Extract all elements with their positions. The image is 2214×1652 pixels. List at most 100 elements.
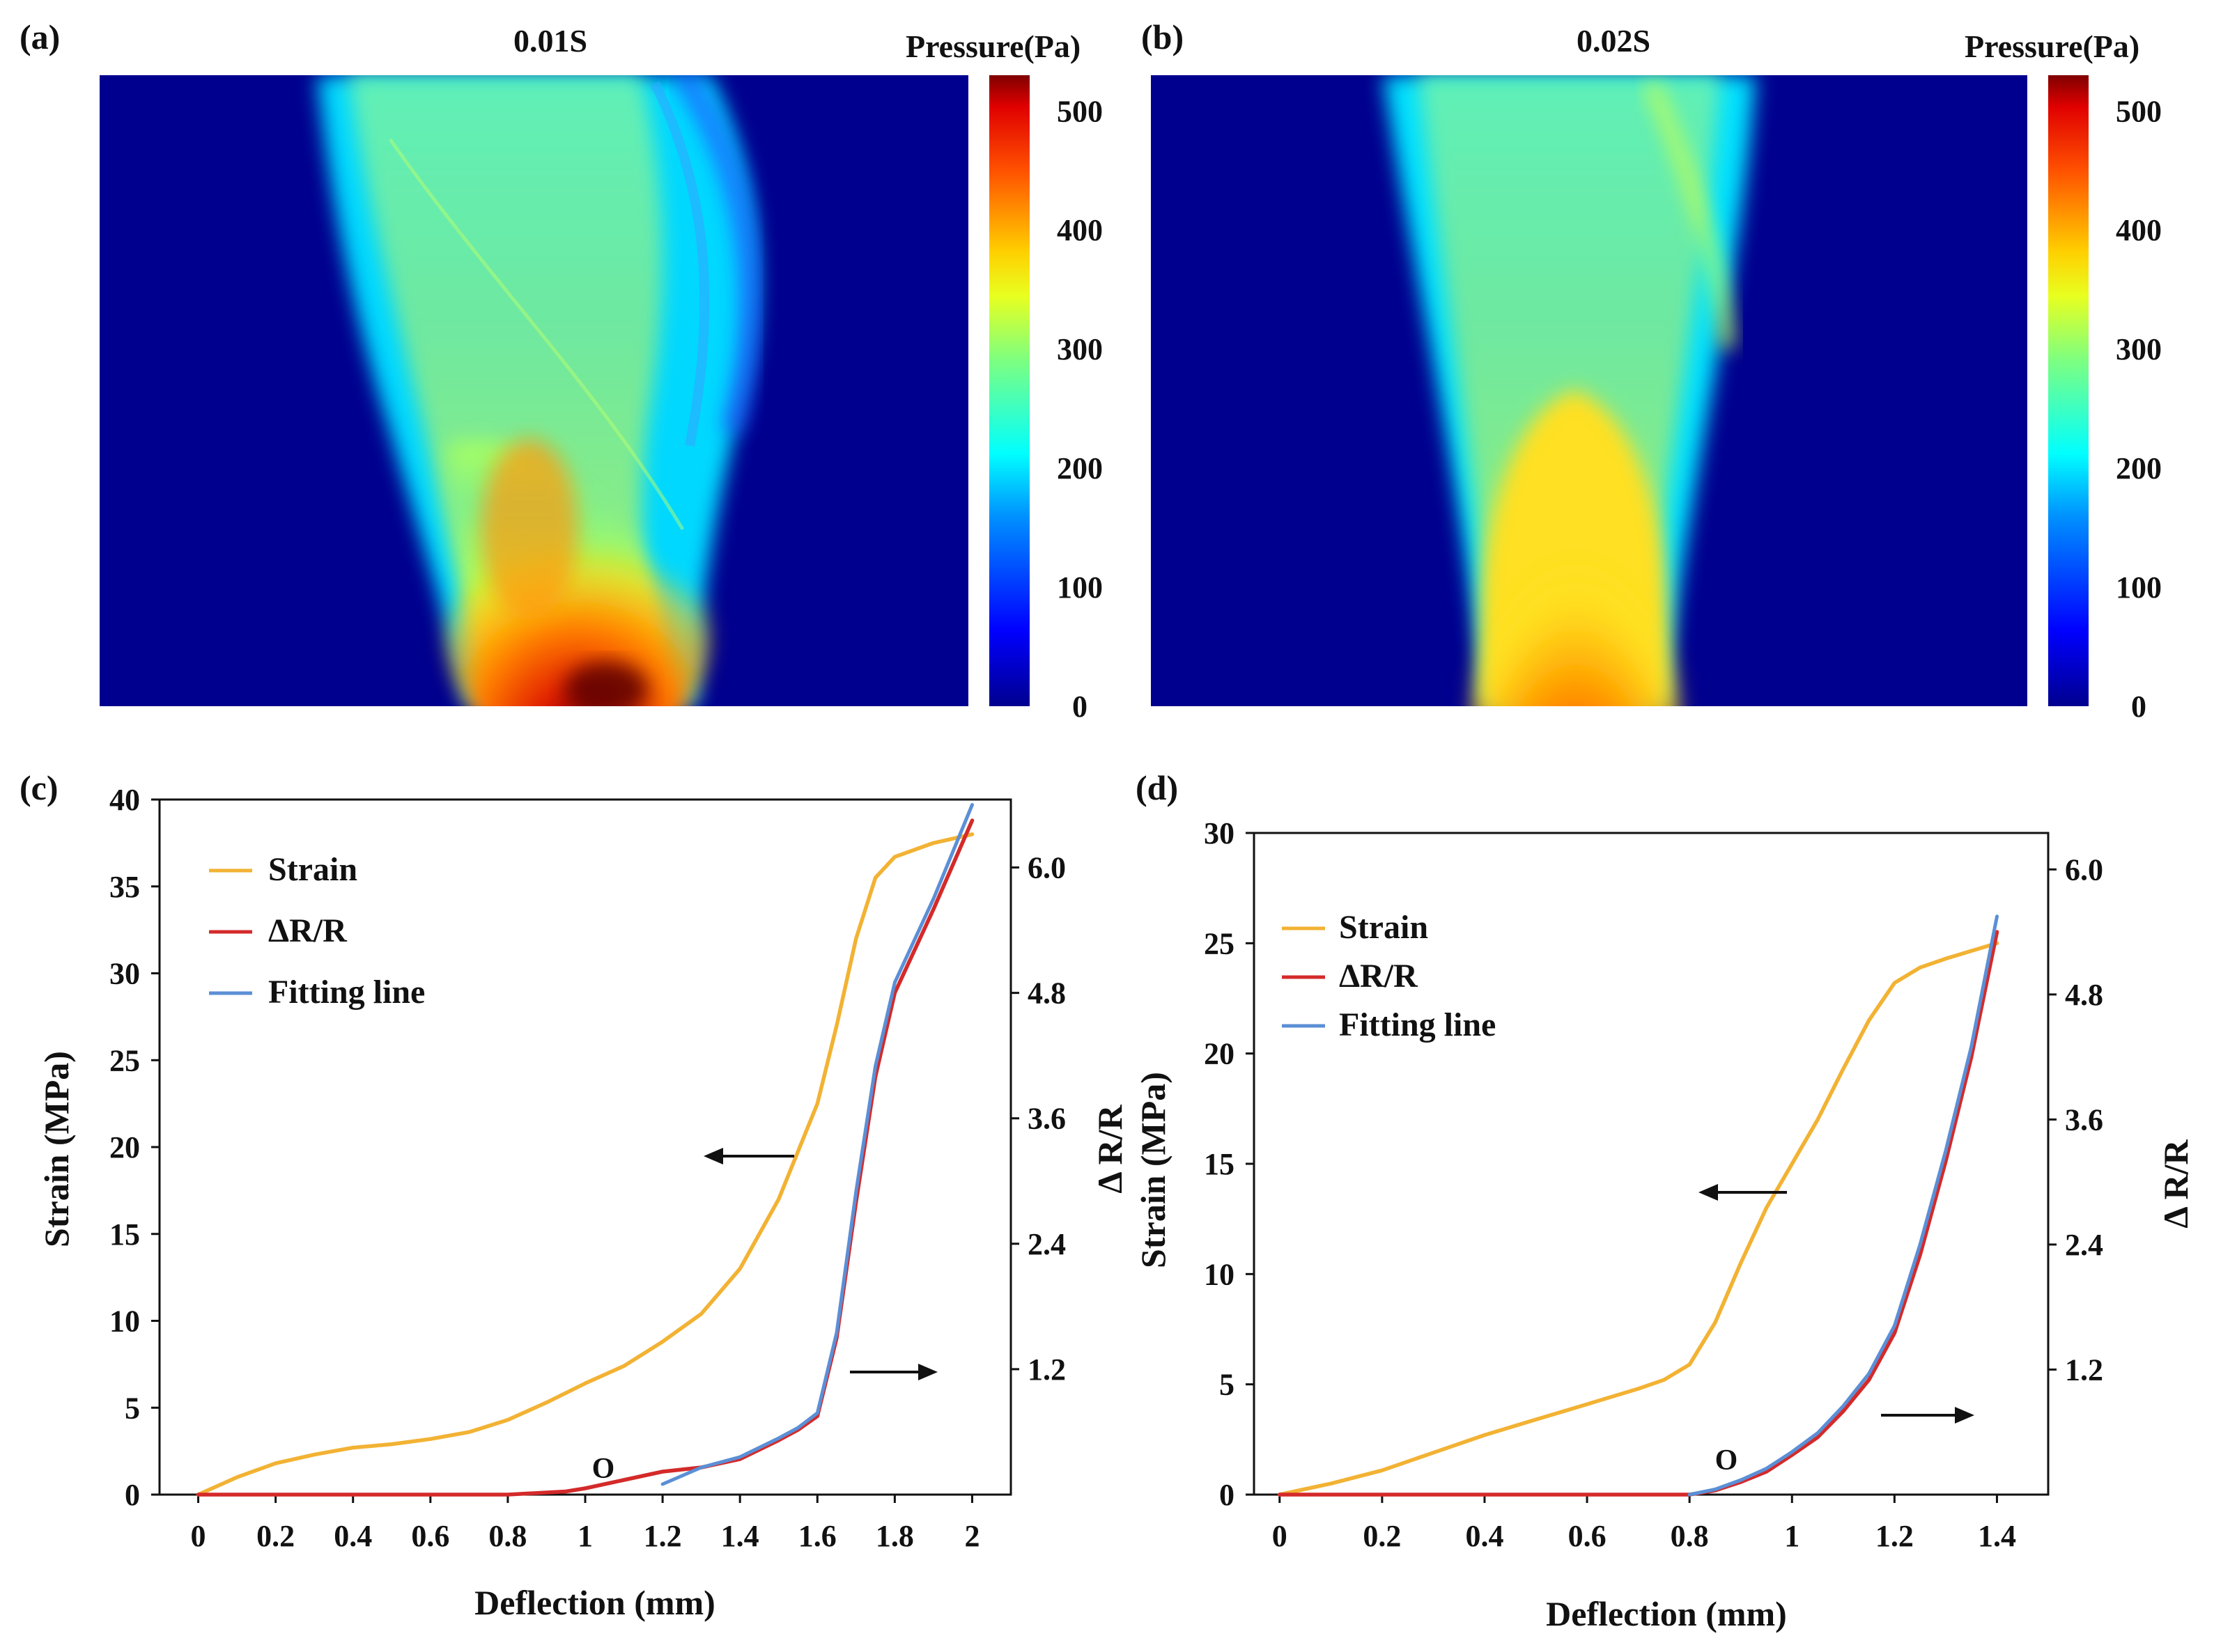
y2-tick-label: 2.4 [2065, 1228, 2103, 1262]
y2-tick-label: 6.0 [1028, 851, 1066, 885]
heatmap-a-title: 0.01S [513, 23, 587, 59]
x-tick-label: 0.8 [1671, 1519, 1709, 1553]
colorbar-tick-label: 200 [2116, 451, 2162, 485]
x-tick-label: 1 [578, 1519, 593, 1553]
chart-d-ticks: 0 0.2 0.4 0.6 0.8 1 1.2 1.4 0 5 10 15 20 25 30 1.2 2.4 3.… [1204, 816, 2103, 1553]
chart-series-fitting-line [1687, 914, 1999, 1497]
colorbar-tick-label: 100 [1057, 570, 1103, 605]
heatmap-b: (b) 0.02S Pressure(Pa) 0 100 200 300 400 500 [1141, 17, 2162, 724]
chart-c-legend-strain: Strain [268, 851, 357, 888]
y-tick-label: 40 [109, 783, 140, 817]
y-tick-label: 0 [1219, 1478, 1234, 1512]
chart-c-arrow-right [850, 1364, 938, 1380]
x-tick-label: 1.2 [644, 1519, 682, 1553]
y-tick-label: 30 [109, 957, 140, 991]
chart-d-legend-dr: ΔR/R [1339, 958, 1418, 995]
panel-label-c: (c) [20, 768, 59, 807]
chart-d-ylabel: Strain (MPa) [1133, 1072, 1172, 1268]
y2-tick-label: 4.8 [2065, 978, 2103, 1012]
chart-c-y2label: Δ R/R [1090, 1105, 1129, 1194]
y-tick-label: 5 [125, 1391, 140, 1425]
colorbar-tick-label: 200 [1057, 451, 1103, 485]
chart-d-legend-fit: Fitting line [1339, 1006, 1496, 1043]
y-tick-label: 25 [1204, 926, 1234, 960]
heatmap-a-colorbar-ticks: 0 100 200 300 400 500 [1057, 94, 1103, 724]
colorbar-tick-label: 500 [1057, 94, 1103, 128]
colorbar-tick-label: 0 [1072, 689, 1087, 724]
heatmap-b-field [1383, 75, 1756, 706]
y-tick-label: 25 [109, 1043, 140, 1077]
x-tick-label: 1.4 [721, 1519, 759, 1553]
y2-tick-label: 6.0 [2065, 852, 2103, 887]
chart-c-lines [196, 803, 975, 1497]
heatmap-a-colorbar [989, 75, 1030, 706]
x-tick-label: 0.4 [334, 1519, 372, 1553]
chart-c: (c) 0 0.2 0.4 0.6 0.8 1 1.2 1.4 1.6 1.8 2051015202… [20, 768, 1129, 1622]
x-tick-label: 1.8 [876, 1519, 914, 1553]
y-tick-label: 15 [1204, 1147, 1234, 1181]
chart-c-legend-dr: ΔR/R [268, 912, 348, 949]
chart-c-frame [158, 798, 1012, 1496]
y2-tick-label: 1.2 [2065, 1353, 2103, 1387]
x-tick-label: 0 [191, 1519, 206, 1553]
chart-d-legend-strain: Strain [1339, 909, 1428, 946]
y-tick-label: 20 [109, 1130, 140, 1164]
x-tick-label: 0.4 [1465, 1519, 1503, 1553]
chart-c-xlabel: Deflection (mm) [474, 1583, 715, 1622]
x-tick-label: 1.4 [1978, 1519, 2016, 1553]
chart-d-arrow-right [1881, 1407, 1974, 1424]
colorbar-tick-label: 0 [2131, 689, 2146, 724]
x-tick-label: 2 [964, 1519, 980, 1553]
chart-series-strain-line [196, 832, 975, 1497]
y-tick-label: 5 [1219, 1368, 1234, 1402]
x-tick-label: 1.2 [1875, 1519, 1914, 1553]
y-tick-label: 30 [1204, 816, 1234, 850]
panel-label-a: (a) [20, 17, 60, 56]
y-tick-label: 0 [125, 1478, 140, 1512]
chart-c-ticks: 0 0.2 0.4 0.6 0.8 1 1.2 1.4 1.6 1.8 20510152025303… [109, 783, 1066, 1553]
chart-c-legend: Strain ΔR/R Fitting line [209, 851, 425, 1011]
y2-tick-label: 4.8 [1028, 976, 1066, 1011]
colorbar-tick-label: 300 [1057, 332, 1103, 366]
x-tick-label: 0.6 [1568, 1519, 1607, 1553]
chart-d: (d) 0 0.2 0.4 0.6 0.8 1 1.2 1.4 0 5 10 15 20 25 30 1.2 2… [1133, 768, 2195, 1633]
y-tick-label: 35 [109, 870, 140, 904]
chart-c-arrow-left [704, 1148, 794, 1164]
x-tick-label: 1 [1784, 1519, 1799, 1553]
colorbar-tick-label: 500 [2116, 94, 2162, 128]
chart-d-legend: Strain ΔR/R Fitting line [1282, 909, 1496, 1043]
chart-d-xlabel: Deflection (mm) [1546, 1594, 1787, 1633]
heatmap-b-colorbar-ticks: 0 100 200 300 400 500 [2116, 94, 2162, 724]
heatmap-a-field [317, 75, 761, 706]
y-tick-label: 15 [109, 1217, 140, 1252]
panel-label-d: (d) [1136, 768, 1178, 807]
chart-series-fitting-line [660, 803, 974, 1486]
x-tick-label: 0 [1272, 1519, 1287, 1553]
x-tick-label: 0.2 [1363, 1519, 1401, 1553]
chart-series-strain-line [1278, 941, 1999, 1497]
chart-d-origin-label: O [1715, 1444, 1738, 1476]
chart-d-arrow-left [1698, 1184, 1787, 1201]
heatmap-a-colorbar-title: Pressure(Pa) [906, 29, 1081, 64]
chart-c-legend-fit: Fitting line [268, 974, 425, 1011]
colorbar-tick-label: 100 [2116, 570, 2162, 605]
chart-d-lines [1278, 914, 1999, 1497]
heatmap-b-title: 0.02S [1577, 23, 1650, 59]
x-tick-label: 0.8 [488, 1519, 527, 1553]
x-tick-label: 1.6 [798, 1519, 837, 1553]
y-tick-label: 10 [1204, 1257, 1234, 1291]
chart-series-dr-line [1278, 930, 1999, 1497]
heatmap-a: (a) 0.01S Pressure(Pa) 0 100 200 300 400 500 [20, 17, 1103, 724]
chart-c-ylabel: Strain (MPa) [37, 1051, 76, 1247]
x-tick-label: 0.6 [411, 1519, 449, 1553]
y-tick-label: 20 [1204, 1037, 1234, 1071]
colorbar-tick-label: 300 [2116, 332, 2162, 366]
chart-d-y2label: Δ R/R [2156, 1139, 2195, 1229]
x-tick-label: 0.2 [256, 1519, 295, 1553]
colorbar-tick-label: 400 [1057, 213, 1103, 247]
heatmap-b-colorbar-title: Pressure(Pa) [1965, 29, 2139, 64]
colorbar-tick-label: 400 [2116, 213, 2162, 247]
heatmap-b-colorbar [2048, 75, 2089, 706]
chart-series-dr-line [196, 818, 975, 1497]
